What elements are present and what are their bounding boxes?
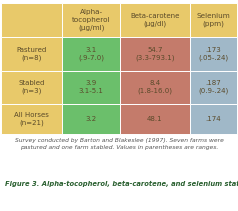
- Text: Selenium
(ppm): Selenium (ppm): [196, 13, 230, 27]
- Bar: [190, 3, 237, 37]
- Text: 54.7
(3.3-793.1): 54.7 (3.3-793.1): [135, 47, 175, 61]
- Text: 3.2: 3.2: [86, 116, 97, 122]
- Text: Pastured
(n=8): Pastured (n=8): [17, 47, 47, 61]
- Text: Beta-carotene
(µg/dl): Beta-carotene (µg/dl): [130, 13, 180, 27]
- Text: 8.4
(1.8-16.0): 8.4 (1.8-16.0): [137, 80, 173, 94]
- Text: .187
(0.9-.24): .187 (0.9-.24): [198, 80, 228, 94]
- Text: Survey conducted by Barton and Blakeslee (1997). Seven farms were
pastured and o: Survey conducted by Barton and Blakeslee…: [15, 138, 223, 150]
- Text: Stabled
(n=3): Stabled (n=3): [19, 80, 45, 94]
- Text: .174: .174: [205, 116, 221, 122]
- Text: 48.1: 48.1: [147, 116, 163, 122]
- Bar: [62, 104, 120, 134]
- Bar: [62, 70, 120, 104]
- Bar: [120, 70, 190, 104]
- Bar: [1, 70, 62, 104]
- Bar: [62, 37, 120, 70]
- Text: Figure 3. Alpha-tocopherol, beta-carotene, and selenium status.: Figure 3. Alpha-tocopherol, beta-caroten…: [5, 180, 238, 187]
- Bar: [1, 3, 62, 37]
- Bar: [190, 70, 237, 104]
- Text: All Horses
(n=21): All Horses (n=21): [14, 112, 49, 126]
- Bar: [1, 104, 62, 134]
- Bar: [120, 3, 190, 37]
- Bar: [62, 3, 120, 37]
- Bar: [1, 37, 62, 70]
- Bar: [120, 37, 190, 70]
- Text: .173
(.05-.24): .173 (.05-.24): [198, 47, 228, 61]
- Text: Alpha-
tocopherol
(µg/ml): Alpha- tocopherol (µg/ml): [72, 9, 111, 31]
- Bar: [190, 37, 237, 70]
- Text: 3.9
3.1-5.1: 3.9 3.1-5.1: [79, 80, 104, 94]
- Bar: [120, 104, 190, 134]
- Bar: [190, 104, 237, 134]
- Text: 3.1
(.9-7.0): 3.1 (.9-7.0): [78, 47, 104, 61]
